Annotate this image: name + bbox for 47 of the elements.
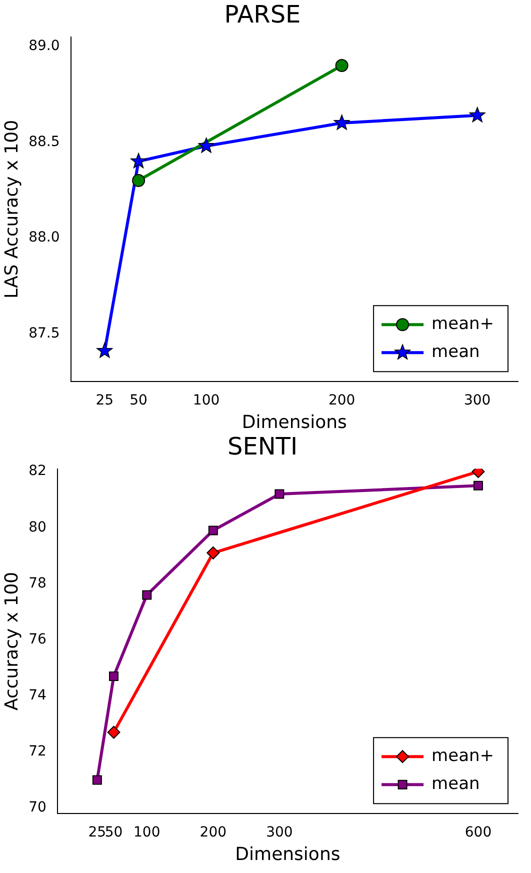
- x-axis-title: Dimensions: [235, 844, 340, 865]
- y-tick-label: 70: [28, 800, 46, 816]
- point: [208, 526, 218, 536]
- chart-title: SENTI: [227, 432, 298, 461]
- point: [132, 174, 146, 187]
- x-tick-label: 100: [192, 392, 220, 409]
- y-tick-label: 88.0: [28, 230, 60, 246]
- point: [198, 138, 214, 153]
- x-axis-title: Dimensions: [242, 412, 347, 433]
- y-tick-label: 89.0: [28, 38, 60, 54]
- point: [109, 672, 118, 681]
- x-tick-label: 50: [104, 824, 123, 841]
- point: [206, 546, 220, 560]
- y-tick-label: 82: [28, 463, 46, 480]
- point: [130, 152, 147, 168]
- point: [334, 114, 350, 130]
- legend-label: mean+: [432, 746, 494, 766]
- point: [96, 342, 113, 358]
- y-tick-label: 78: [28, 575, 46, 592]
- y-tick-label: 87.5: [28, 325, 60, 342]
- point: [92, 775, 102, 785]
- y-axis-title: Accuracy x 100: [1, 572, 22, 711]
- y-tick-label: 74: [28, 688, 46, 704]
- chart-title: PARSE: [224, 0, 301, 29]
- point: [107, 726, 120, 739]
- x-tick-label: 25: [88, 824, 106, 841]
- y-tick-label: 76: [28, 631, 46, 648]
- x-tick-label: 50: [130, 392, 148, 409]
- point: [335, 59, 348, 72]
- legend-label: mean: [432, 342, 480, 362]
- x-tick-label: 600: [464, 824, 492, 841]
- x-tick-label: 200: [328, 392, 356, 409]
- x-tick-label: 25: [96, 392, 114, 409]
- y-tick-label: 88.5: [28, 134, 60, 150]
- x-tick-label: 100: [134, 824, 160, 841]
- point: [142, 590, 152, 600]
- legend-label: mean: [432, 774, 480, 794]
- y-axis-title: LAS Accuracy x 100: [1, 120, 22, 298]
- y-tick-label: 72: [28, 744, 46, 760]
- x-tick-label: 300: [464, 392, 491, 409]
- point: [469, 106, 486, 122]
- legend-label: mean+: [432, 314, 494, 334]
- point: [274, 489, 284, 499]
- x-tick-label: 200: [200, 824, 227, 841]
- x-tick-label: 300: [266, 824, 293, 841]
- point: [473, 480, 483, 490]
- y-tick-label: 80: [28, 519, 46, 536]
